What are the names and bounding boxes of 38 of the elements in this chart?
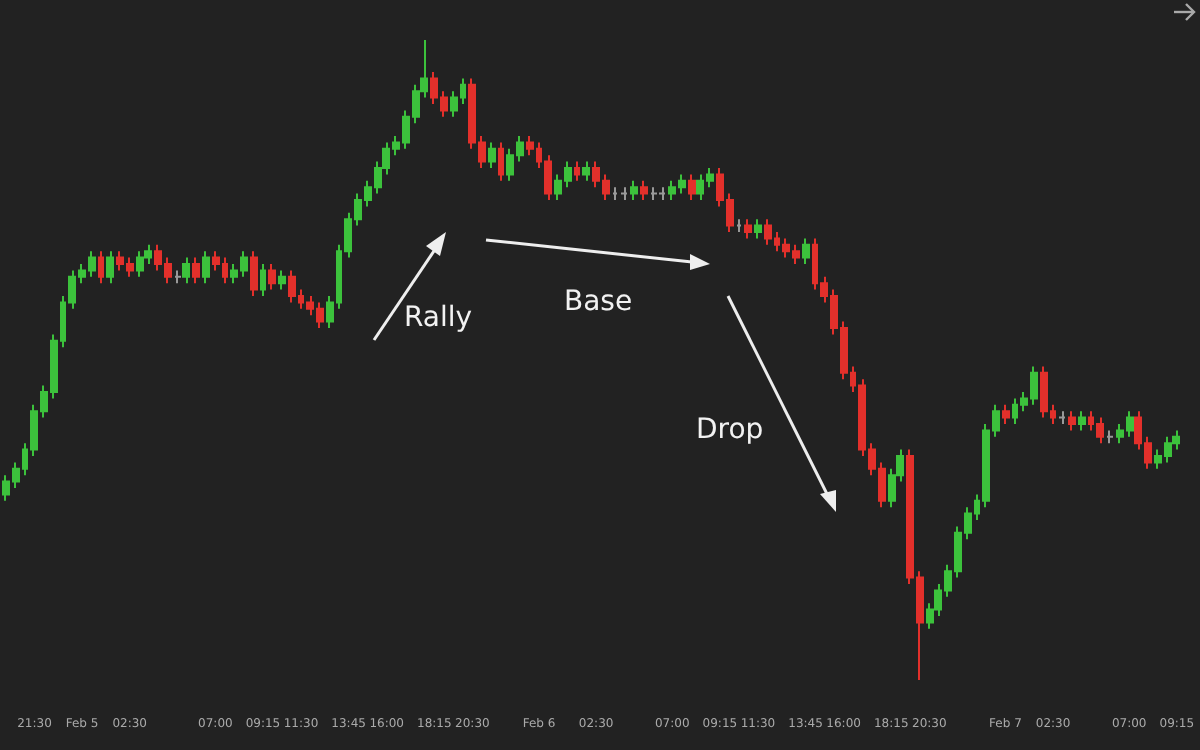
- annotation: Rally: [404, 302, 473, 334]
- candlestick: [498, 141, 504, 182]
- candlestick: [612, 186, 618, 201]
- candlestick: [136, 250, 144, 278]
- candlestick: [202, 250, 210, 285]
- candlestick: [174, 269, 182, 285]
- candlestick: [582, 160, 590, 182]
- candlestick: [260, 263, 266, 297]
- candlestick: [268, 263, 276, 291]
- candlestick: [802, 237, 810, 265]
- candlestick: [250, 250, 258, 297]
- candlestick: [688, 173, 696, 201]
- candlestick: [658, 186, 666, 201]
- annotation: Drop: [696, 414, 764, 446]
- candlestick: [1078, 410, 1086, 432]
- candlestick: [288, 269, 296, 304]
- candlestick: [630, 179, 638, 201]
- candlestick: [650, 186, 658, 201]
- candlestick: [192, 256, 200, 285]
- candlestick: [488, 141, 496, 169]
- candlestick: [1096, 416, 1104, 445]
- candlestick: [1002, 403, 1010, 425]
- candlestick: [1040, 365, 1048, 419]
- candlestick: [744, 218, 752, 240]
- annotation: Base: [564, 286, 633, 318]
- candlestick: [574, 160, 580, 182]
- candlestick: [640, 179, 648, 201]
- candlestick: [736, 218, 742, 233]
- candlestick: [106, 250, 114, 285]
- candlestick: [1068, 410, 1076, 432]
- candlestick: [1106, 429, 1114, 445]
- candlestick: [620, 186, 628, 201]
- candlestick: [1058, 410, 1066, 425]
- candlestick: [278, 269, 286, 291]
- candlestick: [98, 250, 104, 285]
- candlestick: [182, 256, 190, 285]
- candlestick: [754, 218, 762, 240]
- candlestick: [764, 218, 772, 246]
